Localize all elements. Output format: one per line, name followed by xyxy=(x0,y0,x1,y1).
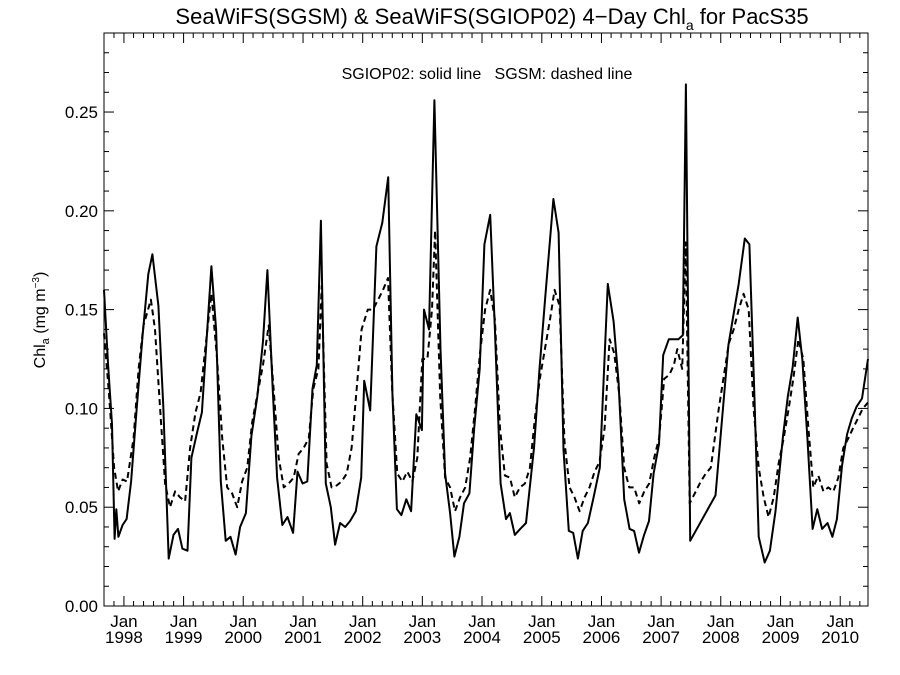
x-tick-label-year: 2005 xyxy=(523,628,561,647)
x-tick-label-month: Jan xyxy=(827,612,854,631)
y-tick-label: 0.00 xyxy=(65,597,98,616)
y-axis-label-main: Chl xyxy=(32,344,49,368)
legend-annotation: SGIOP02: solid line SGSM: dashed line xyxy=(342,66,633,83)
plot-area: 0.000.050.100.150.200.25Jan1998Jan1999Ja… xyxy=(65,32,869,647)
x-tick-label-year: 2010 xyxy=(821,628,859,647)
x-tick-label-year: 2003 xyxy=(403,628,441,647)
x-tick-label-year: 2000 xyxy=(224,628,262,647)
y-tick-label: 0.05 xyxy=(65,498,98,517)
x-tick-label-year: 1999 xyxy=(165,628,203,647)
x-tick-label-month: Jan xyxy=(647,612,674,631)
x-tick-label-year: 2008 xyxy=(702,628,740,647)
x-tick-label-year: 2009 xyxy=(762,628,800,647)
x-tick-label-year: 2002 xyxy=(344,628,382,647)
x-tick-label-month: Jan xyxy=(409,612,436,631)
plot-frame xyxy=(103,32,869,607)
x-tick-label-month: Jan xyxy=(528,612,555,631)
x-tick-label-year: 2004 xyxy=(463,628,501,647)
series-line-sgiop02-solid xyxy=(103,83,869,564)
y-tick-label: 0.20 xyxy=(65,202,98,221)
chart-title-main: SeaWiFS(SGSM) & SeaWiFS(SGIOP02) 4−Day C… xyxy=(175,4,685,29)
x-tick-label-month: Jan xyxy=(707,612,734,631)
x-tick-label-month: Jan xyxy=(170,612,197,631)
x-tick-label-month: Jan xyxy=(767,612,794,631)
y-axis-label-close: ) xyxy=(32,272,49,277)
y-axis-label-subscript: a xyxy=(40,337,52,344)
series-line-sgsm-dashed xyxy=(103,229,869,519)
x-tick-label-month: Jan xyxy=(349,612,376,631)
x-tick-label-month: Jan xyxy=(110,612,137,631)
y-axis-label: Chla (mg m−3) xyxy=(31,272,52,369)
x-tick-label-year: 2007 xyxy=(642,628,680,647)
x-tick-label-year: 2006 xyxy=(583,628,621,647)
x-tick-label-month: Jan xyxy=(468,612,495,631)
y-axis-label-units: (mg m xyxy=(32,288,49,338)
chart-title-suffix: for PacS35 xyxy=(694,4,809,29)
x-tick-label-year: 1998 xyxy=(105,628,143,647)
y-tick-label: 0.15 xyxy=(65,301,98,320)
chart-title-subscript: a xyxy=(686,17,694,33)
x-tick-label-month: Jan xyxy=(289,612,316,631)
y-tick-label: 0.10 xyxy=(65,399,98,418)
x-tick-label-month: Jan xyxy=(230,612,257,631)
x-tick-label-year: 2001 xyxy=(284,628,322,647)
chart-title: SeaWiFS(SGSM) & SeaWiFS(SGIOP02) 4−Day C… xyxy=(175,4,808,33)
y-tick-label: 0.25 xyxy=(65,103,98,122)
x-tick-label-month: Jan xyxy=(588,612,615,631)
y-axis-label-superscript: −3 xyxy=(31,277,42,289)
